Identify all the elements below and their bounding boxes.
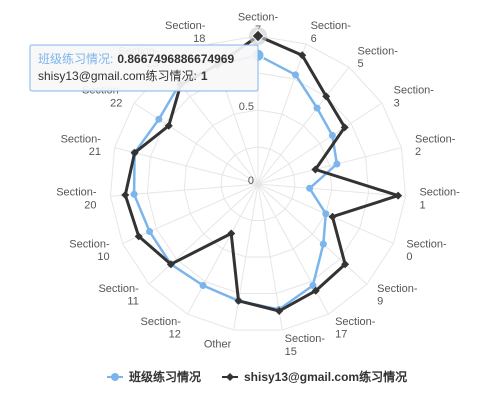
category-label: Section-5 [358, 46, 399, 71]
data-point[interactable] [311, 286, 320, 295]
data-point[interactable] [313, 104, 321, 112]
category-label: Section-18 [165, 20, 206, 45]
grid-spoke [148, 183, 259, 285]
grid-spoke [257, 102, 383, 185]
data-point[interactable] [311, 165, 320, 174]
grid-ring [183, 109, 333, 258]
data-point[interactable] [130, 148, 139, 157]
category-label: Section-3 [394, 85, 435, 110]
y-tick-label: 0 [248, 175, 254, 187]
grid-spoke [257, 183, 406, 197]
grid-spoke [257, 147, 402, 185]
tooltip-line-1: 班级练习情况: 0.8667496886674969 [38, 51, 234, 66]
tooltip: 班级练习情况: 0.8667496886674969 shisy13@gmail.c… [29, 44, 259, 92]
data-point[interactable] [291, 71, 299, 79]
category-label: Other [204, 339, 232, 351]
data-point[interactable] [134, 232, 143, 241]
data-point[interactable] [146, 228, 154, 236]
legend-marker [226, 373, 234, 381]
data-point[interactable] [341, 260, 350, 269]
data-point[interactable] [333, 160, 341, 168]
category-label: Section-9 [377, 283, 418, 308]
legend[interactable]: 班级练习情况 shisy13@gmail.com练习情况 [107, 369, 407, 384]
data-point[interactable] [306, 184, 314, 192]
tick-layer: 00.5 [239, 101, 254, 187]
data-point[interactable] [199, 282, 207, 290]
data-point[interactable] [121, 190, 130, 199]
category-label: Section-2 [415, 134, 456, 159]
tooltip-value-2: 1 [201, 69, 208, 83]
grid-ring [220, 146, 296, 221]
data-point[interactable] [328, 131, 336, 139]
data-point[interactable] [227, 229, 236, 238]
grid-spoke [257, 183, 368, 285]
category-label: Section-6 [311, 20, 352, 45]
data-point[interactable] [319, 240, 327, 248]
legend-label: 班级练习情况 [129, 369, 201, 384]
legend-item-0[interactable]: 班级练习情况 [107, 369, 201, 384]
legend-item-1[interactable]: shisy13@gmail.com练习情况 [222, 369, 407, 384]
grid-spoke [133, 102, 259, 185]
grid-spoke [187, 183, 259, 315]
grid-spoke [257, 43, 307, 185]
category-label: Section-15 [285, 333, 326, 358]
tooltip-box [29, 44, 259, 92]
category-label: Section-17 [335, 316, 376, 341]
category-label: Section-21 [61, 134, 102, 159]
data-point[interactable] [340, 123, 349, 132]
grid-spoke [257, 66, 350, 185]
data-point[interactable] [309, 282, 317, 290]
data-point[interactable] [130, 190, 138, 198]
category-labels: Section-7Section-6Section-5Section-3Sect… [56, 11, 460, 357]
data-point[interactable] [275, 307, 284, 316]
tooltip-label-2: shisy13@gmail.com练习情况: [38, 68, 197, 83]
data-point[interactable] [155, 115, 163, 123]
data-point[interactable] [234, 296, 243, 305]
category-label: Section-10 [69, 238, 110, 263]
tooltip-value-1: 0.8667496886674969 [117, 52, 234, 66]
grid-ring [110, 35, 406, 331]
data-point[interactable] [394, 191, 403, 200]
category-label: Section-20 [56, 187, 97, 212]
data-point[interactable] [166, 260, 175, 269]
grid-spoke [257, 183, 283, 331]
category-label: Section-1 [419, 187, 460, 212]
series-line[interactable] [123, 34, 400, 313]
series-1[interactable] [121, 32, 403, 316]
tooltip-label-1: 班级练习情况: [38, 51, 113, 66]
data-point[interactable] [322, 210, 330, 218]
tooltip-line-2: shisy13@gmail.com练习情况: 1 [38, 68, 208, 83]
category-label: Section-0 [406, 238, 447, 263]
grid-spoke [122, 183, 259, 244]
legend-marker [111, 373, 119, 381]
data-point[interactable] [328, 212, 337, 221]
grid-spoke [233, 183, 259, 331]
y-tick-label: 0.5 [239, 101, 254, 113]
grid-spoke [114, 147, 259, 185]
legend-label: shisy13@gmail.com练习情况 [244, 369, 407, 384]
hover-point[interactable] [251, 29, 265, 43]
category-label: Section-11 [98, 283, 139, 308]
data-point[interactable] [322, 92, 331, 101]
data-point[interactable] [164, 121, 173, 130]
data-point[interactable] [298, 51, 307, 60]
category-label: Section-12 [141, 316, 182, 341]
